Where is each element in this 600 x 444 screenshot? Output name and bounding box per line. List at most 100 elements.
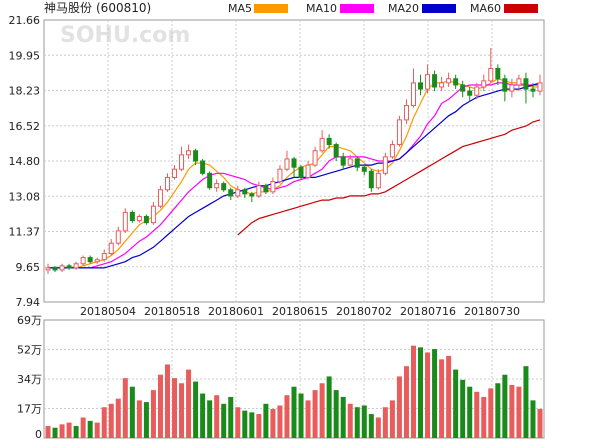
candle: [136, 214, 142, 223]
volume-tick-label: 0: [35, 428, 42, 440]
candle-body: [235, 189, 241, 197]
volume-bar: [52, 427, 58, 438]
candle: [340, 152, 346, 170]
volume-panel: 69万 52万 34万 17万 0: [17, 314, 545, 441]
candle-body: [172, 168, 178, 178]
candle: [108, 239, 114, 256]
candle: [193, 148, 199, 166]
volume-bar: [502, 374, 508, 438]
candle: [164, 173, 170, 192]
volume-bar: [312, 390, 318, 438]
volume-bar: [530, 400, 536, 438]
candle: [150, 202, 156, 225]
candle-body: [150, 205, 156, 224]
volume-bar: [382, 407, 388, 438]
candle-body: [488, 68, 494, 82]
candle: [361, 165, 367, 176]
candle: [375, 169, 381, 190]
volume-bar: [432, 349, 438, 438]
candle-body: [382, 156, 388, 174]
candle: [235, 185, 241, 198]
stock-name: 神马股份: [44, 1, 92, 15]
candle: [291, 156, 297, 178]
candle: [403, 99, 409, 125]
volume-bar: [361, 405, 367, 438]
volume-bar: [509, 384, 515, 438]
candle-body: [495, 68, 501, 80]
price-tick-label: 7.94: [16, 296, 41, 309]
volume-bar: [263, 403, 269, 438]
candle-body: [439, 82, 445, 88]
candle-body: [516, 78, 522, 86]
volume-tick-label: 34万: [17, 373, 42, 386]
candle-body: [284, 158, 290, 170]
price-tick-label: 21.66: [9, 14, 41, 27]
price-tick-label: 16.52: [9, 120, 41, 133]
candle-body: [242, 189, 248, 195]
volume-bar: [298, 393, 304, 438]
candle: [263, 183, 269, 194]
price-tick-label: 13.08: [9, 190, 41, 203]
volume-bar: [396, 376, 402, 438]
ma-line-ma10: [48, 82, 540, 269]
chart-header: 神马股份 (600810): [44, 1, 151, 15]
candle: [73, 261, 79, 270]
date-tick-label: 20180504: [80, 305, 136, 318]
candle: [87, 255, 93, 264]
candle: [200, 158, 206, 176]
candle-body: [249, 193, 255, 197]
volume-bar: [389, 400, 395, 438]
candle: [284, 150, 290, 172]
candle-body: [509, 84, 515, 92]
candle: [446, 72, 452, 88]
volume-bar: [66, 422, 72, 438]
candle-body: [214, 183, 220, 189]
price-tick-label: 11.37: [9, 226, 41, 239]
ma-line-ma60: [237, 119, 541, 236]
legend-label-ma60: MA60: [470, 2, 501, 15]
candle-body: [361, 166, 367, 172]
price-tick-label: 19.95: [9, 49, 41, 62]
candle: [432, 70, 438, 92]
candle: [179, 146, 185, 172]
candle: [382, 152, 388, 176]
volume-bar: [410, 345, 416, 438]
candle: [439, 76, 445, 92]
candle-body: [115, 230, 121, 244]
volume-bar: [340, 396, 346, 438]
volume-bar: [418, 347, 424, 438]
candle: [418, 74, 424, 96]
candle: [256, 181, 262, 198]
candle: [277, 165, 283, 184]
volume-bar: [157, 374, 163, 438]
candle-body: [333, 144, 339, 158]
candle-body: [66, 265, 72, 269]
candle-body: [425, 74, 431, 90]
date-tick-label: 20180702: [336, 305, 392, 318]
candle-body: [298, 166, 304, 178]
candle-body: [347, 158, 353, 166]
candle: [530, 82, 536, 98]
candle: [396, 115, 402, 147]
volume-bar: [516, 386, 522, 438]
candle-body: [87, 257, 93, 263]
volume-bar: [150, 390, 156, 438]
volume-y-axis: 69万 52万 34万 17万 0: [17, 314, 42, 441]
volume-bar: [326, 376, 332, 438]
candle: [488, 47, 494, 83]
price-y-axis: 21.66 19.95 18.23 16.52 14.80 13.08 11.37 9.65 7…: [9, 14, 41, 309]
volume-bar: [488, 388, 494, 438]
price-tick-label: 18.23: [9, 85, 41, 98]
candle-body: [94, 259, 100, 263]
candle: [101, 249, 107, 262]
volume-bar: [537, 408, 543, 438]
date-tick-label: 20180615: [272, 305, 328, 318]
volume-bar: [425, 352, 431, 438]
volume-bar: [446, 355, 452, 438]
volume-bar: [474, 391, 480, 438]
candle: [389, 140, 395, 159]
candle-body: [193, 150, 199, 162]
volume-bar: [242, 410, 248, 438]
volume-bar: [439, 359, 445, 438]
date-tick-label: 20180730: [464, 305, 520, 318]
